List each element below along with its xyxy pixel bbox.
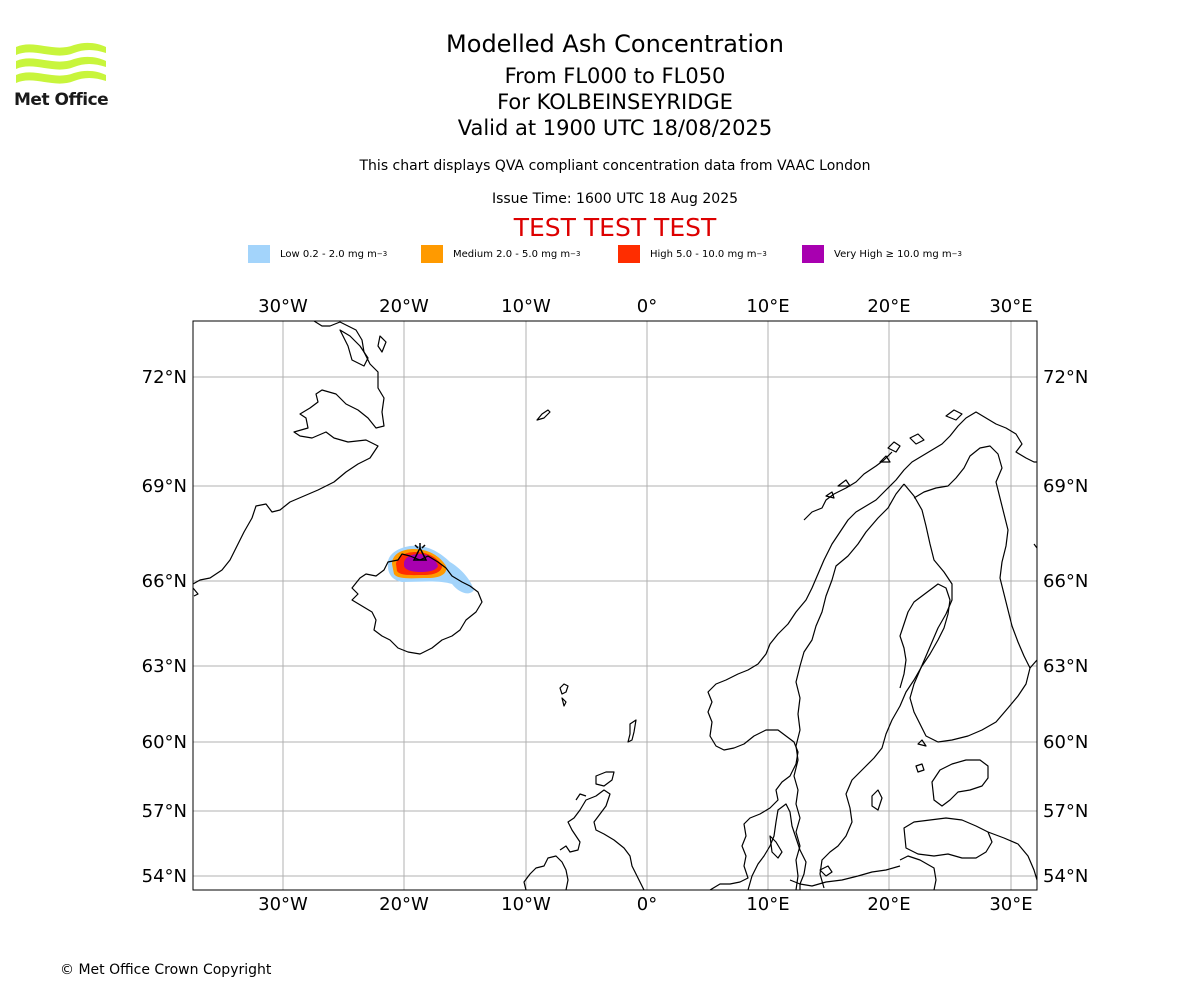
met-office-logo-icon	[16, 42, 106, 84]
legend-swatch-high	[618, 245, 640, 263]
valid-time: Valid at 1900 UTC 18/08/2025	[457, 116, 773, 140]
lon-tick-label: 30°W	[258, 296, 308, 317]
legend-unit-exponent: −3	[951, 250, 962, 258]
lon-tick-label: 0°	[637, 894, 657, 915]
lat-tick-label: 60°N	[142, 732, 187, 753]
flight-level-range: From FL000 to FL050	[504, 64, 726, 88]
coast-scandinavia	[707, 411, 1037, 890]
lon-tick-label: 20°W	[379, 296, 429, 317]
lat-tick-label: 63°N	[142, 656, 187, 677]
map-content	[193, 321, 1037, 890]
lat-tick-label: 66°N	[142, 571, 187, 592]
coast-baltic-states	[931, 759, 989, 807]
lon-tick-label: 10°W	[501, 296, 551, 317]
copyright-notice: © Met Office Crown Copyright	[60, 962, 272, 978]
legend-swatch-medium	[421, 245, 443, 263]
legend-item-high: High 5.0 - 10.0 mg m −3	[618, 244, 767, 264]
legend-label-high: High 5.0 - 10.0 mg m	[650, 248, 757, 260]
lon-tick-label: 30°W	[258, 894, 308, 915]
legend-item-medium: Medium 2.0 - 5.0 mg m −3	[421, 244, 580, 264]
volcano-name: For KOLBEINSEYRIDGE	[497, 90, 733, 114]
lat-tick-label: 66°N	[1043, 571, 1088, 592]
coast-greenland	[193, 321, 385, 585]
logo-text: Met Office	[14, 90, 109, 110]
coast-baltic	[819, 583, 951, 889]
coast-iceland	[351, 553, 483, 655]
lon-ticks-top: 30°W 20°W 10°W 0° 10°E 20°E 30°E	[258, 296, 1032, 317]
lat-tick-label: 54°N	[1043, 866, 1088, 887]
lon-tick-label: 10°E	[746, 894, 789, 915]
coast-jan-mayen	[536, 409, 551, 421]
lon-tick-label: 20°E	[867, 894, 910, 915]
lat-tick-label: 72°N	[142, 367, 187, 388]
lon-ticks-bottom: 30°W 20°W 10°W 0° 10°E 20°E 30°E	[258, 894, 1032, 915]
ash-plume	[387, 543, 474, 594]
lon-tick-label: 30°E	[989, 296, 1032, 317]
lat-tick-label: 72°N	[1043, 367, 1088, 388]
lat-ticks-left: 72°N 69°N 66°N 63°N 60°N 57°N 54°N	[142, 367, 187, 887]
lon-tick-label: 10°E	[746, 296, 789, 317]
coast-ireland	[523, 855, 569, 890]
legend-swatch-low	[248, 245, 270, 263]
test-banner: TEST TEST TEST	[513, 213, 717, 242]
border-norway-sweden	[793, 483, 905, 890]
chart-title: Modelled Ash Concentration	[446, 30, 784, 58]
legend-item-low: Low 0.2 - 2.0 mg m −3	[248, 244, 387, 264]
coast-great-britain	[559, 789, 645, 890]
legend-unit-exponent: −3	[570, 250, 581, 258]
lon-tick-label: 20°W	[379, 894, 429, 915]
legend-unit-exponent: −3	[756, 250, 767, 258]
lat-tick-label: 57°N	[142, 801, 187, 822]
ash-zone-very-high	[404, 554, 438, 572]
lon-tick-label: 20°E	[867, 296, 910, 317]
lon-tick-label: 0°	[637, 296, 657, 317]
legend-label-low: Low 0.2 - 2.0 mg m	[280, 248, 377, 260]
map-gridlines	[193, 321, 1037, 890]
coast-shetland	[627, 719, 637, 743]
chart-description: This chart displays QVA compliant concen…	[359, 158, 871, 174]
legend-unit-exponent: −3	[376, 250, 388, 258]
lon-tick-label: 30°E	[989, 894, 1032, 915]
map-frame	[192, 320, 1038, 891]
legend-label-medium: Medium 2.0 - 5.0 mg m	[453, 248, 571, 260]
lat-tick-label: 57°N	[1043, 801, 1088, 822]
coast-faroe	[559, 683, 569, 707]
border-finland	[903, 445, 1031, 743]
coastlines	[193, 321, 1037, 890]
legend-label-very-high: Very High ≥ 10.0 mg m	[834, 248, 952, 260]
lat-tick-label: 60°N	[1043, 732, 1088, 753]
lat-tick-label: 63°N	[1043, 656, 1088, 677]
legend-item-very-high: Very High ≥ 10.0 mg m −3	[802, 244, 962, 264]
lon-tick-label: 10°W	[501, 894, 551, 915]
lat-ticks-right: 72°N 69°N 66°N 63°N 60°N 57°N 54°N	[1043, 367, 1088, 887]
issue-time: Issue Time: 1600 UTC 18 Aug 2025	[491, 191, 739, 207]
lat-tick-label: 54°N	[142, 866, 187, 887]
coast-denmark	[747, 803, 807, 890]
legend-swatch-very-high	[802, 245, 824, 263]
lat-tick-label: 69°N	[1043, 476, 1088, 497]
lat-tick-label: 69°N	[142, 476, 187, 497]
